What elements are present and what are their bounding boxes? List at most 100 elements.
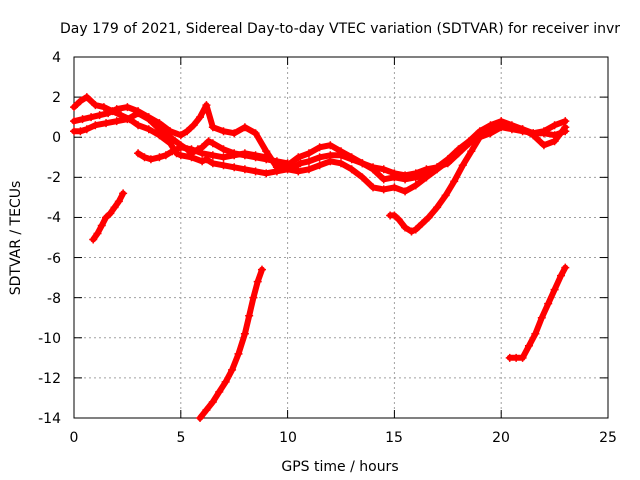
- data-point: [230, 129, 239, 138]
- data-point: [550, 121, 559, 130]
- data-point: [110, 203, 119, 212]
- data-point: [411, 225, 420, 234]
- data-point: [183, 127, 192, 136]
- series-track-c: [70, 101, 570, 184]
- data-point: [518, 125, 527, 134]
- data-point: [112, 105, 121, 114]
- data-point: [76, 97, 85, 106]
- data-point: [379, 175, 388, 184]
- data-point: [531, 329, 540, 338]
- data-point: [114, 197, 123, 206]
- data-point: [204, 137, 213, 146]
- data-point: [78, 115, 87, 124]
- data-point: [251, 129, 260, 138]
- data-point: [202, 101, 211, 110]
- data-point: [369, 165, 378, 174]
- data-point: [294, 167, 303, 176]
- data-point: [208, 123, 217, 132]
- x-tick-label: 20: [492, 430, 510, 446]
- data-point: [497, 119, 506, 128]
- data-point: [230, 151, 239, 160]
- y-tick-label: 2: [52, 90, 61, 106]
- data-point: [251, 151, 260, 160]
- data-point: [326, 157, 335, 166]
- x-tick-label: 25: [599, 430, 617, 446]
- data-point: [296, 159, 305, 168]
- data-point: [550, 137, 559, 146]
- data-point: [104, 109, 113, 118]
- data-point: [304, 157, 313, 166]
- grid-lines: [74, 57, 608, 418]
- series-trace: [71, 102, 569, 183]
- data-point: [91, 121, 100, 130]
- series-trace: [387, 134, 483, 235]
- x-tick-label: 5: [177, 430, 186, 446]
- data-point: [358, 173, 367, 182]
- data-point: [102, 213, 111, 222]
- data-point: [458, 161, 467, 170]
- data-point: [315, 143, 324, 152]
- data-point: [544, 299, 553, 308]
- data-point: [401, 187, 410, 196]
- data-point: [424, 213, 433, 222]
- data-point: [95, 111, 104, 120]
- x-tick-label: 15: [385, 430, 403, 446]
- data-point: [411, 173, 420, 182]
- data-point: [125, 115, 134, 124]
- data-point: [390, 211, 399, 220]
- data-point: [249, 293, 258, 302]
- data-point: [97, 221, 106, 230]
- data-point: [561, 263, 570, 272]
- data-point: [337, 159, 345, 168]
- data-point: [294, 153, 303, 162]
- data-point: [196, 414, 205, 422]
- y-tick-label: -14: [38, 411, 61, 427]
- series-track-g: [386, 133, 484, 236]
- data-point: [99, 103, 108, 112]
- data-point: [550, 285, 559, 294]
- data-point: [112, 117, 121, 126]
- data-point: [70, 117, 78, 126]
- data-point: [219, 127, 228, 136]
- data-point: [196, 113, 205, 122]
- data-point: [433, 163, 442, 172]
- data-point: [240, 149, 249, 158]
- data-point: [187, 145, 196, 154]
- data-point: [315, 161, 324, 170]
- data-point: [407, 227, 416, 236]
- data-point: [537, 313, 546, 322]
- y-tick-label: -2: [47, 170, 61, 186]
- data-point: [557, 271, 566, 280]
- data-point: [168, 147, 177, 156]
- data-point: [418, 219, 427, 228]
- data-point: [234, 349, 243, 358]
- y-axis-label: SDTVAR / TECUs: [8, 181, 24, 296]
- data-point: [166, 127, 175, 136]
- data-point: [82, 93, 91, 102]
- chart-title: Day 179 of 2021, Sidereal Day-to-day VTE…: [60, 21, 620, 37]
- y-tick-label: -10: [38, 331, 61, 347]
- data-point: [347, 165, 356, 174]
- data-point: [465, 137, 474, 146]
- x-tick-label: 0: [70, 430, 79, 446]
- data-point: [240, 165, 249, 174]
- data-point: [119, 189, 128, 198]
- data-point: [202, 405, 211, 414]
- data-point: [326, 141, 335, 150]
- data-point: [189, 121, 198, 130]
- data-point: [411, 181, 420, 190]
- data-point: [394, 215, 403, 224]
- data-point: [379, 165, 388, 174]
- data-point: [450, 177, 459, 186]
- data-point: [144, 113, 153, 122]
- y-tick-labels: 4 2 0 -2 -4 -6 -8 -10 -12 -14: [38, 50, 61, 427]
- x-tick-label: 10: [279, 430, 297, 446]
- data-point: [401, 223, 410, 232]
- data-point: [187, 153, 196, 162]
- y-tick-label: -4: [47, 210, 61, 226]
- data-point: [82, 125, 91, 134]
- data-point: [529, 131, 538, 140]
- data-point: [272, 163, 281, 172]
- y-tick-label: -8: [47, 291, 61, 307]
- data-point: [219, 153, 228, 162]
